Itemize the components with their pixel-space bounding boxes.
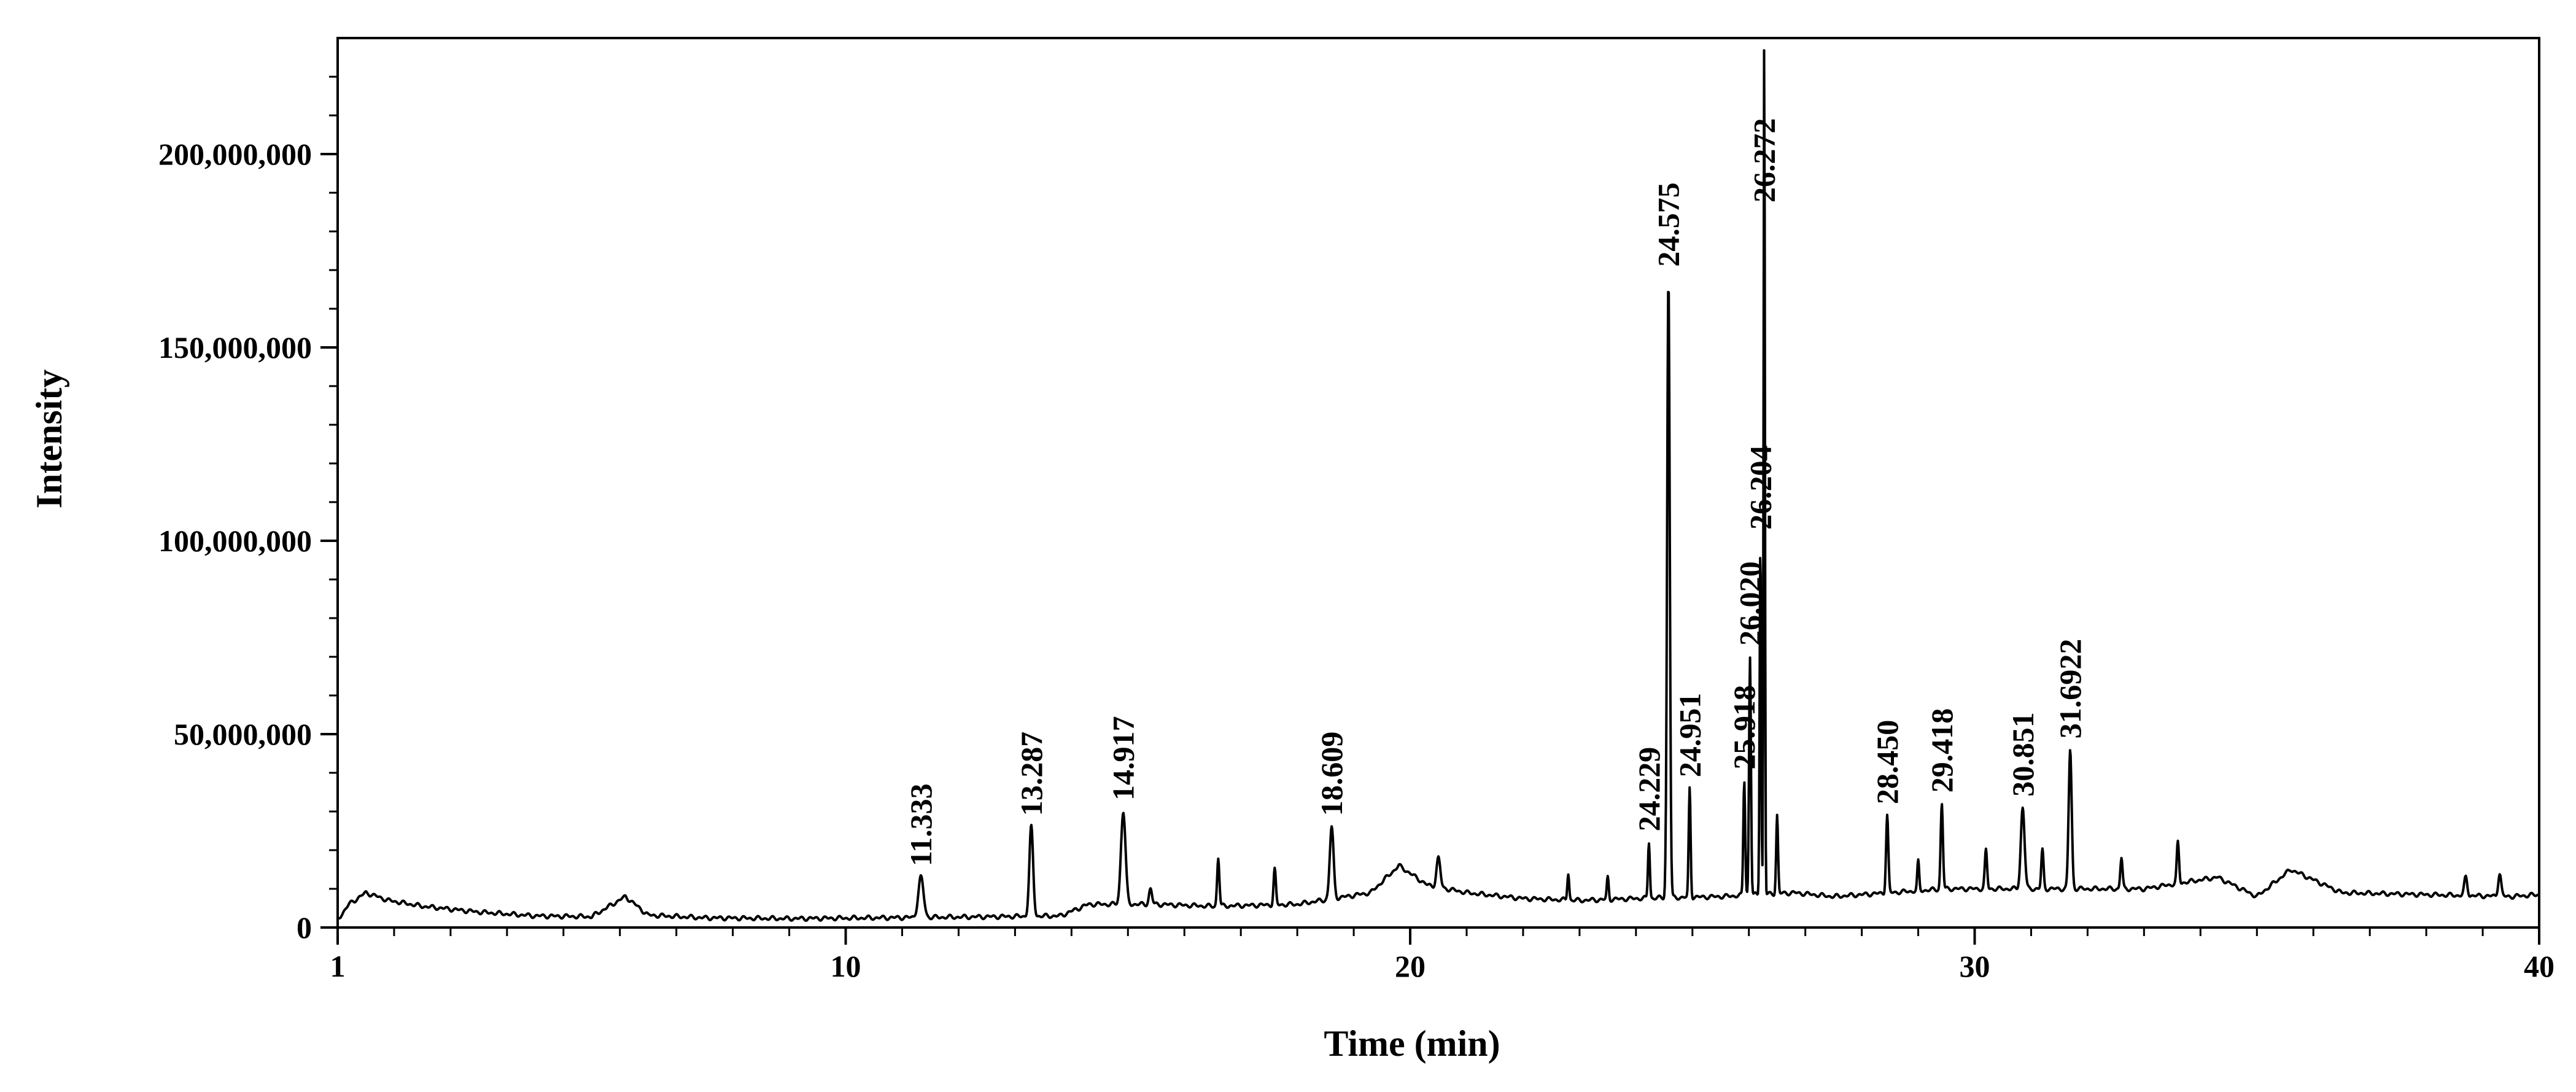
x-tick-label: 10	[831, 949, 861, 983]
y-tick-label: 0	[297, 910, 312, 945]
x-axis-title: Time (min)	[1324, 1023, 1500, 1064]
x-tick-label: 20	[1395, 949, 1426, 983]
peak-label: 30.851	[2006, 712, 2040, 797]
peak-label: 14.917	[1106, 716, 1141, 801]
x-tick-label: 1	[330, 949, 346, 983]
y-tick-label: 200,000,000	[158, 137, 312, 171]
y-tick-label: 100,000,000	[158, 524, 312, 558]
x-axis: 1 10 20 30 40	[330, 927, 2555, 983]
peak-label: 28.450	[1870, 720, 1904, 805]
peak-label: 25.918	[1727, 685, 1761, 770]
peak-label: 29.418	[1925, 708, 1959, 793]
peak-label: 11.333	[904, 783, 938, 866]
peak-label: 26.272	[1747, 118, 1782, 203]
peak-label: 26.204	[1744, 446, 1778, 530]
peak-label: 26.020	[1733, 562, 1767, 646]
x-tick-label: 30	[1960, 949, 1990, 983]
y-tick-label: 50,000,000	[174, 717, 312, 751]
peak-label: 24.575	[1651, 182, 1686, 267]
y-tick-label: 150,000,000	[158, 330, 312, 365]
peak-labels: 11.333 13.287 14.917 18.609 24.229 24.575 24.9…	[904, 118, 2087, 867]
chromatogram-trace	[336, 49, 2540, 922]
peak-label: 31.6922	[2053, 639, 2087, 739]
peak-label: 24.951	[1672, 693, 1707, 778]
peak-label: 18.609	[1314, 732, 1349, 816]
y-axis: 0 50,000,000 100,000,000 150,000,000 200,000…	[158, 76, 338, 945]
plot-frame	[336, 37, 2540, 929]
peak-label: 24.229	[1632, 747, 1666, 832]
peak-label: 13.287	[1014, 732, 1049, 816]
x-tick-label: 40	[2524, 949, 2555, 983]
y-axis-title: Intensity	[29, 370, 69, 509]
